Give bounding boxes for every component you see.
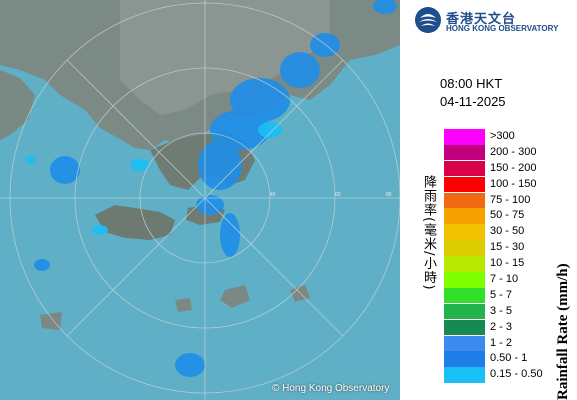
legend-swatch [444, 208, 485, 224]
legend-label: >300 [490, 130, 515, 142]
outlying-island [175, 298, 192, 312]
legend-swatch [444, 319, 485, 336]
legend-swatch [444, 272, 485, 288]
legend-swatch [444, 192, 485, 209]
hko-logo: 香港天文台 HONG KONG OBSERVATORY [414, 6, 576, 36]
legend-title-chinese: 降雨率(毫米/小時) [421, 175, 436, 291]
radar-map[interactable]: 40 60 80 © Hong Kong Observatory [0, 0, 400, 400]
outlying-island [220, 285, 250, 308]
legend-swatch [444, 367, 485, 383]
copyright-notice: © Hong Kong Observatory [272, 383, 390, 394]
legend-label: 0.50 - 1 [490, 352, 528, 365]
light-rain-echoes [25, 122, 282, 235]
legend-label: 1 - 2 [490, 336, 513, 349]
legend-label: 100 - 150 [490, 177, 537, 190]
observation-time: 08:00 HKT [440, 76, 503, 91]
legend-label: 150 - 200 [490, 161, 537, 174]
legend-label: 7 - 10 [490, 273, 519, 286]
legend-swatch [444, 129, 485, 145]
legend-label: 5 - 7 [490, 288, 513, 301]
radar-map-graphic: 40 60 80 [0, 0, 400, 400]
legend-label: 200 - 300 [490, 145, 537, 158]
legend-swatch [444, 351, 485, 367]
info-panel: 香港天文台 HONG KONG OBSERVATORY 08:00 HKT 04… [400, 0, 577, 400]
outlying-island [40, 312, 62, 330]
logo-english-text: HONG KONG OBSERVATORY [446, 24, 559, 33]
legend-label: 50 - 75 [490, 209, 525, 222]
ring-label: 60 [335, 192, 341, 198]
legend-labels: >300 200 - 300 150 - 200 100 - 150 75 - 100 5… [490, 129, 560, 383]
legend-swatch [444, 160, 485, 177]
legend-label: 30 - 50 [490, 225, 525, 238]
mainland-inland [120, 0, 330, 115]
legend-label: 0.15 - 0.50 [490, 368, 543, 381]
observation-date: 04-11-2025 [440, 94, 506, 109]
range-rings [0, 0, 400, 400]
legend-swatch [444, 240, 485, 256]
legend-label: 3 - 5 [490, 304, 513, 317]
lantau-island [95, 205, 175, 240]
legend-swatch [444, 256, 485, 272]
legend-label: 75 - 100 [490, 193, 531, 206]
legend-swatch [444, 335, 485, 352]
logo-chinese-text: 香港天文台 [446, 12, 517, 27]
legend-label: 2 - 3 [490, 320, 513, 333]
hko-logo-icon [415, 7, 441, 33]
rain-echoes [34, 0, 397, 377]
legend-label: 10 - 15 [490, 257, 525, 270]
legend-swatch [444, 224, 485, 240]
legend-label: 15 - 30 [490, 241, 525, 254]
legend-swatch [444, 303, 485, 320]
legend-swatch [444, 176, 485, 193]
ring-labels: 40 60 80 [270, 192, 392, 198]
legend-swatch [444, 287, 485, 304]
legend-title-english-text: Rainfall Rate (mm/h) [555, 263, 571, 400]
west-coast [0, 70, 35, 140]
legend-swatch [444, 144, 485, 161]
ring-label: 80 [386, 192, 392, 198]
legend-color-scale [444, 129, 485, 383]
ring-label: 40 [270, 192, 276, 198]
